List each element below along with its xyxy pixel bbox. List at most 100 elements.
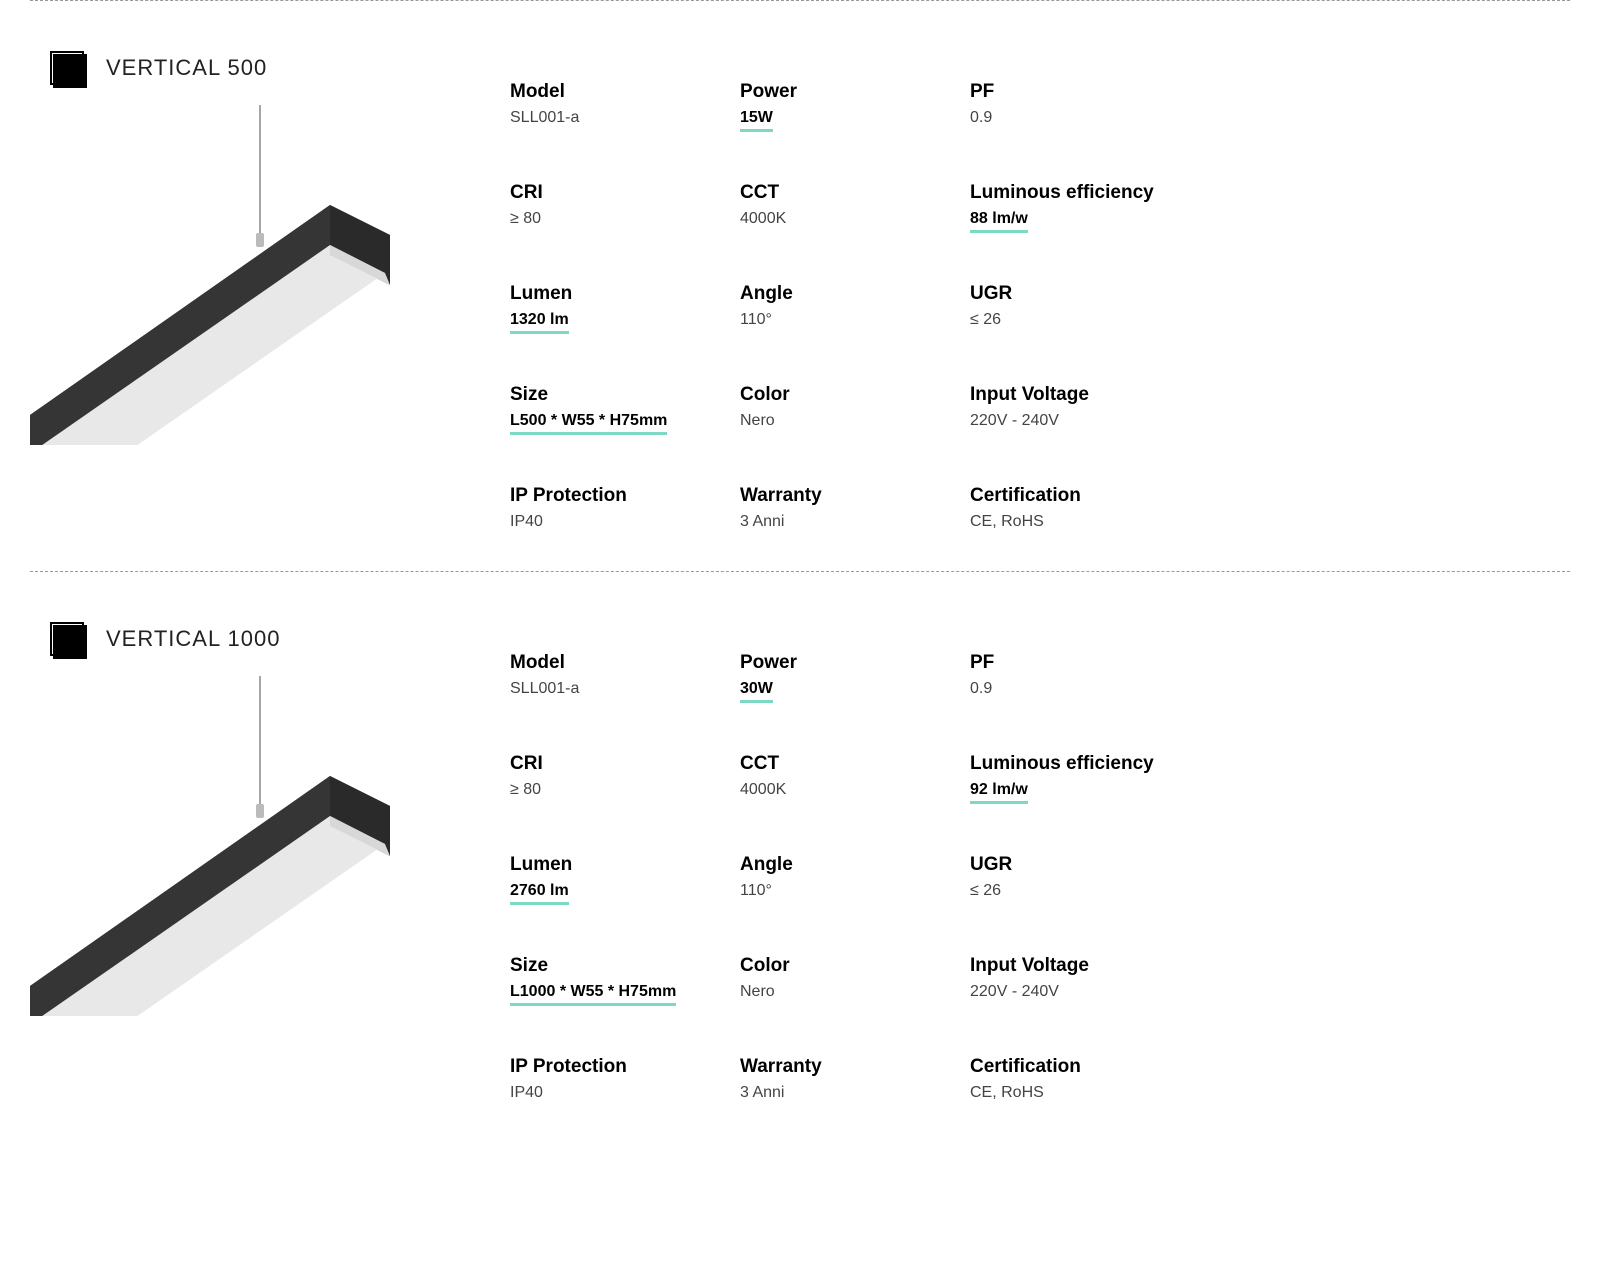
- product-image: [30, 105, 460, 445]
- spec-value: ≥ 80: [510, 781, 541, 799]
- specs-grid: ModelSLL001-aPower 15W PF0.9 CRI≥ 80CCT 4000…: [510, 51, 1570, 531]
- spec-label: PF: [970, 652, 1200, 674]
- spec-item: IP Protection IP40: [510, 1056, 740, 1102]
- spec-label: CRI: [510, 753, 740, 775]
- spec-value: 0.9: [970, 109, 992, 127]
- product-header: 4 VERTICAL 500: [50, 51, 510, 85]
- spec-value: L500 * W55 * H75mm: [510, 412, 667, 435]
- spec-label: IP Protection: [510, 1056, 740, 1078]
- product-image: [30, 676, 460, 1016]
- spec-value: ≤ 26: [970, 882, 1001, 900]
- spec-item: Lumen 2760 lm: [510, 854, 740, 905]
- spec-label: Input Voltage: [970, 384, 1200, 406]
- spec-label: Size: [510, 955, 740, 977]
- spec-value: CE, RoHS: [970, 513, 1044, 531]
- spec-item: Input Voltage 220V - 240V: [970, 384, 1200, 435]
- spec-label: Warranty: [740, 1056, 970, 1078]
- spec-value: 3 Anni: [740, 513, 784, 531]
- spec-label: UGR: [970, 854, 1200, 876]
- spec-item: Color Nero: [740, 384, 970, 435]
- spec-item: Luminous efficiency 92 lm/w: [970, 753, 1200, 804]
- spec-item: PF 0.9: [970, 652, 1200, 703]
- spec-item: Warranty 3 Anni: [740, 485, 970, 531]
- spec-value: 1320 lm: [510, 311, 569, 334]
- spec-value: L1000 * W55 * H75mm: [510, 983, 676, 1006]
- spec-label: Size: [510, 384, 740, 406]
- spec-item: Warranty 3 Anni: [740, 1056, 970, 1102]
- product-title: VERTICAL 500: [106, 55, 267, 81]
- specs-grid: Model SLL001-a Power 30W PF 0.9 CRI ≥ 80 CCT 4000…: [510, 622, 1570, 1102]
- spec-value: SLL001-a: [510, 680, 579, 698]
- spec-label: Certification: [970, 1056, 1200, 1078]
- spec-label: Angle: [740, 283, 970, 305]
- spec-value: 3 Anni: [740, 1084, 784, 1102]
- spec-label: Power: [740, 652, 970, 674]
- spec-value: 15W: [740, 109, 773, 132]
- product-title: VERTICAL 1000: [106, 626, 280, 652]
- spec-value: 220V - 240V: [970, 412, 1059, 430]
- product-left-column: 5 VERTICAL 1000: [30, 622, 510, 1102]
- spec-item: CRI≥ 80: [510, 182, 740, 233]
- spec-item: Model SLL001-a: [510, 652, 740, 703]
- spec-label: Input Voltage: [970, 955, 1200, 977]
- spec-item: Angle 110°: [740, 854, 970, 905]
- product-header: 5 VERTICAL 1000: [50, 622, 510, 656]
- spec-label: IP Protection: [510, 485, 740, 507]
- spec-label: Model: [510, 652, 740, 674]
- spec-item: UGR ≤ 26: [970, 854, 1200, 905]
- spec-item: Size L1000 * W55 * H75mm: [510, 955, 740, 1006]
- spec-value: 110°: [740, 882, 772, 900]
- spec-label: CCT: [740, 182, 970, 204]
- product-left-column: 4 VERTICAL 500: [30, 51, 510, 531]
- spec-label: Color: [740, 955, 970, 977]
- product-section: 4 VERTICAL 500 ModelSLL001-aPower 15W PF0.9…: [0, 1, 1600, 571]
- spec-label: Luminous efficiency: [970, 753, 1200, 775]
- spec-value: IP40: [510, 513, 543, 531]
- spec-item: UGR ≤ 26: [970, 283, 1200, 334]
- spec-item: Power 15W: [740, 81, 970, 132]
- spec-label: Certification: [970, 485, 1200, 507]
- spec-value: 4000K: [740, 210, 786, 228]
- spec-label: Luminous efficiency: [970, 182, 1200, 204]
- spec-label: Lumen: [510, 283, 740, 305]
- spec-item: ModelSLL001-a: [510, 81, 740, 132]
- spec-value: SLL001-a: [510, 109, 579, 127]
- spec-item: Angle 110°: [740, 283, 970, 334]
- spec-item: CCT 4000K: [740, 182, 970, 233]
- spec-item: IP Protection IP40: [510, 485, 740, 531]
- spec-item: CCT 4000K: [740, 753, 970, 804]
- spec-value: Nero: [740, 412, 775, 430]
- spec-value: 2760 lm: [510, 882, 569, 905]
- spec-value: ≤ 26: [970, 311, 1001, 329]
- spec-item: Input Voltage 220V - 240V: [970, 955, 1200, 1006]
- product-number-box: 5: [50, 622, 84, 656]
- spec-label: Angle: [740, 854, 970, 876]
- spec-item: Lumen 1320 lm: [510, 283, 740, 334]
- product-section: 5 VERTICAL 1000 Model SLL001-a Power 30W PF 0.…: [0, 572, 1600, 1142]
- spec-value: IP40: [510, 1084, 543, 1102]
- spec-label: UGR: [970, 283, 1200, 305]
- spec-item: Color Nero: [740, 955, 970, 1006]
- spec-value: 92 lm/w: [970, 781, 1028, 804]
- spec-label: Lumen: [510, 854, 740, 876]
- spec-label: CCT: [740, 753, 970, 775]
- spec-label: CRI: [510, 182, 740, 204]
- spec-value: 220V - 240V: [970, 983, 1059, 1001]
- spec-item: Size L500 * W55 * H75mm: [510, 384, 740, 435]
- product-number-box: 4: [50, 51, 84, 85]
- spec-value: 88 lm/w: [970, 210, 1028, 233]
- spec-item: Luminous efficiency 88 lm/w: [970, 182, 1200, 233]
- spec-item: CRI ≥ 80: [510, 753, 740, 804]
- spec-item: Power 30W: [740, 652, 970, 703]
- spec-value: 0.9: [970, 680, 992, 698]
- spec-item: PF0.9: [970, 81, 1200, 132]
- spec-label: Power: [740, 81, 970, 103]
- spec-value: CE, RoHS: [970, 1084, 1044, 1102]
- spec-label: Color: [740, 384, 970, 406]
- spec-value: Nero: [740, 983, 775, 1001]
- spec-value: 110°: [740, 311, 772, 329]
- spec-item: Certification CE, RoHS: [970, 1056, 1200, 1102]
- spec-value: 30W: [740, 680, 773, 703]
- spec-value: 4000K: [740, 781, 786, 799]
- spec-label: Warranty: [740, 485, 970, 507]
